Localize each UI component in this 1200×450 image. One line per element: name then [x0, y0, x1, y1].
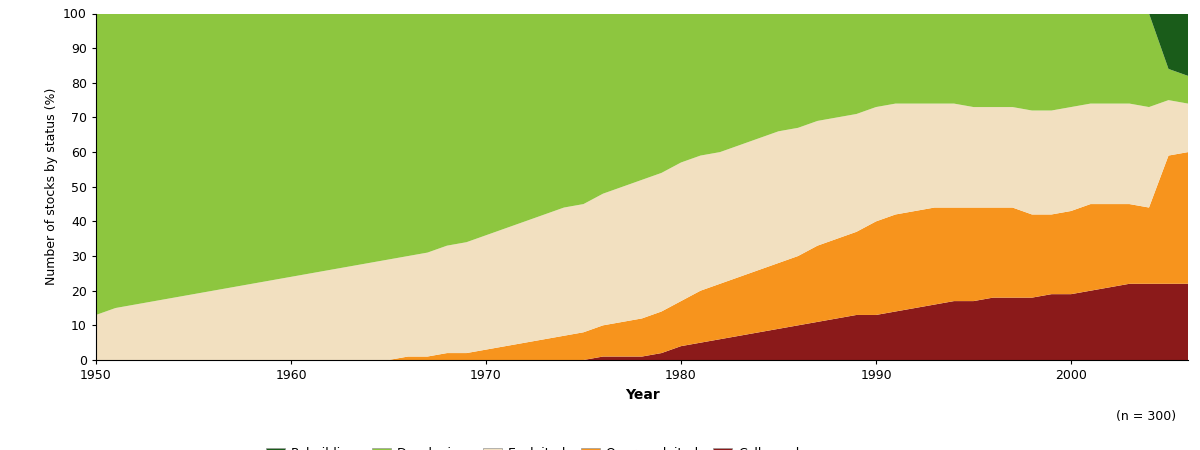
Legend: Rebuilding, Developing, Exploited, Over exploited, Collapsed: Rebuilding, Developing, Exploited, Over … — [260, 442, 805, 450]
Text: (n = 300): (n = 300) — [1116, 410, 1176, 423]
X-axis label: Year: Year — [625, 387, 659, 401]
Y-axis label: Number of stocks by status (%): Number of stocks by status (%) — [44, 88, 58, 285]
